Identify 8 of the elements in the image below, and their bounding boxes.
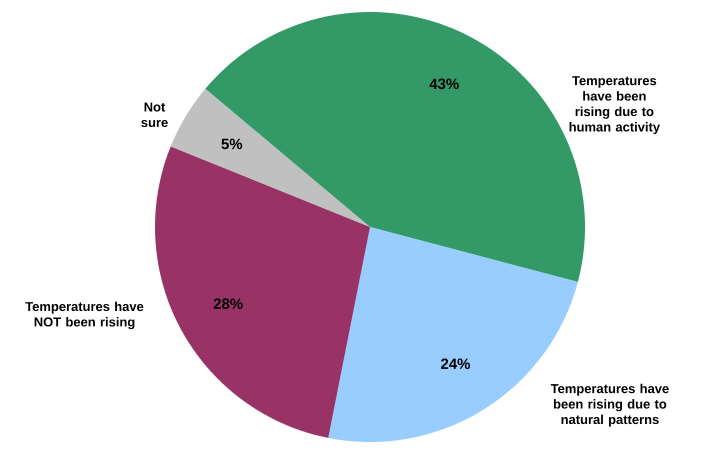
data-label: 24% <box>441 358 470 370</box>
slice-label: Not sure <box>141 102 168 128</box>
data-label: 28% <box>214 298 243 309</box>
slice-label: Temperatures have been rising due to natural patterns <box>550 384 669 427</box>
slice-label: Temperatures have been rising due to human activity <box>570 76 660 134</box>
data-label: 43% <box>429 78 459 90</box>
data-label: 5% <box>221 138 242 150</box>
slice-label: Temperatures have NOT been rising <box>25 302 144 330</box>
